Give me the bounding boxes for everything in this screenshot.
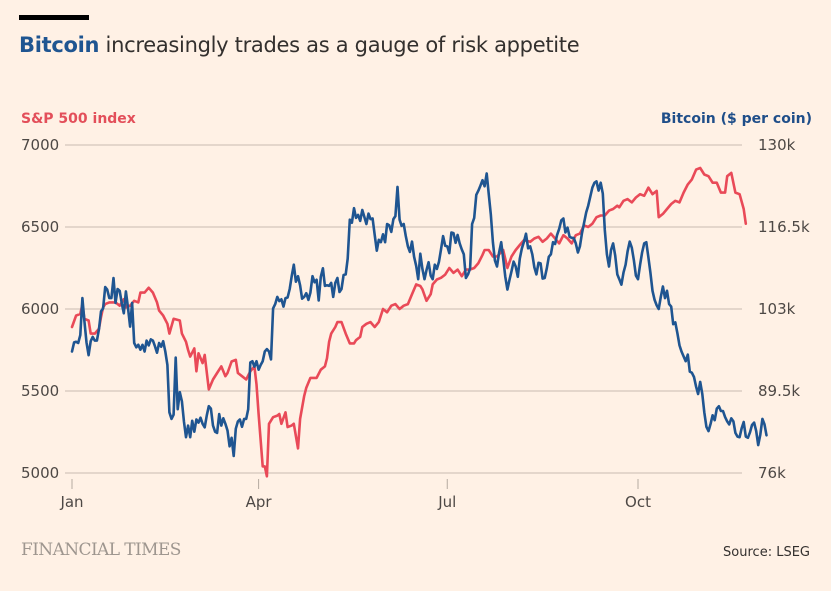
left-axis-label: S&P 500 index <box>21 111 136 127</box>
right-tick-label: 130k <box>758 136 796 154</box>
right-y-axis: 130k 116.5k 103k 89.5k 76k <box>758 136 810 482</box>
left-y-axis: 7000 6500 6000 5500 5000 <box>21 136 59 482</box>
right-tick-label: 76k <box>758 464 786 482</box>
ft-brand-logo: FINANCIAL TIMES <box>21 540 181 560</box>
right-tick-label: 89.5k <box>758 382 800 400</box>
left-tick-label: 7000 <box>21 136 59 154</box>
right-tick-label: 103k <box>758 300 796 318</box>
x-tick-label: Oct <box>625 493 651 511</box>
left-tick-label: 5000 <box>21 464 59 482</box>
right-axis-label: Bitcoin ($ per coin) <box>660 111 812 127</box>
source-note: Source: LSEG <box>723 545 810 560</box>
title-rest: increasingly trades as a gauge of risk a… <box>99 33 580 57</box>
x-axis: Jan Apr Jul Oct <box>59 479 651 511</box>
left-tick-label: 6500 <box>21 218 59 236</box>
left-tick-label: 5500 <box>21 382 59 400</box>
right-tick-label: 116.5k <box>758 218 810 236</box>
bitcoin-line <box>70 172 768 458</box>
chart-title: Bitcoin increasingly trades as a gauge o… <box>19 33 580 57</box>
series-lines <box>70 166 768 478</box>
x-tick-label: Jul <box>437 493 456 511</box>
title-highlight: Bitcoin <box>19 33 100 57</box>
sp500-line <box>70 166 748 478</box>
left-tick-label: 6000 <box>21 300 59 318</box>
ft-top-rule <box>19 15 89 20</box>
x-tick-label: Apr <box>246 493 273 511</box>
x-tick-label: Jan <box>59 493 83 511</box>
